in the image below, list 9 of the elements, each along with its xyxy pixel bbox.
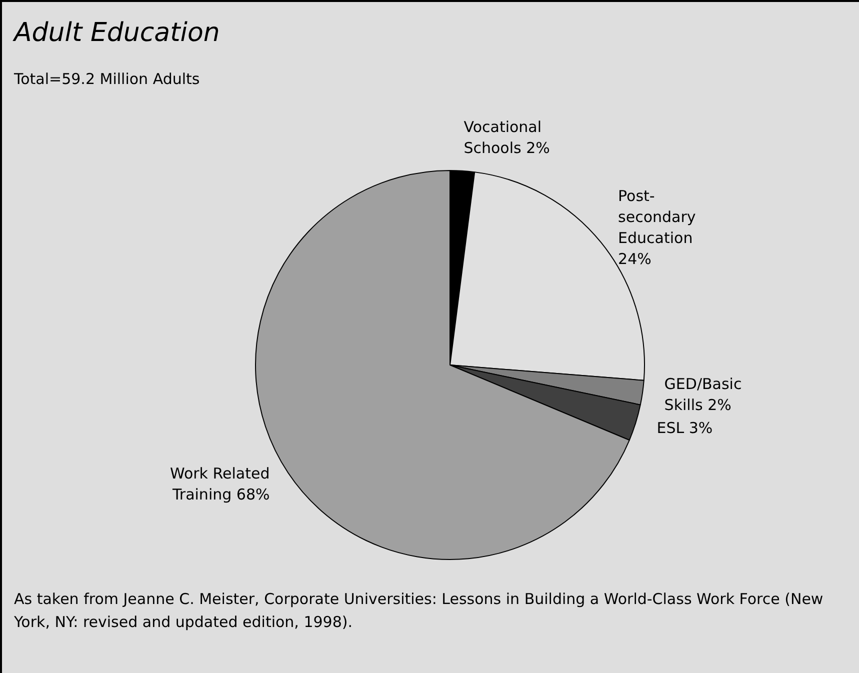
data-label: 24% [618, 250, 652, 268]
text: As taken from Jeanne C. Meister, Corporate Universities: Lessons in Building a World-Class Work Force (New York, NY: revised and updated edition, 1998). [14, 589, 824, 633]
slice-label: Work Related Training 68% [170, 464, 270, 504]
slice-label: Vocational Schools 2% [464, 118, 550, 157]
chart-title: Adult Education [14, 18, 220, 48]
slice-label: GED/Basic Skills 2% [664, 375, 742, 414]
chart-subtitle: Total=59.2 Million Adults [14, 70, 200, 88]
slice-label: ESL 3% [656, 419, 713, 438]
slice-label: Post-secondary Education [618, 186, 696, 247]
